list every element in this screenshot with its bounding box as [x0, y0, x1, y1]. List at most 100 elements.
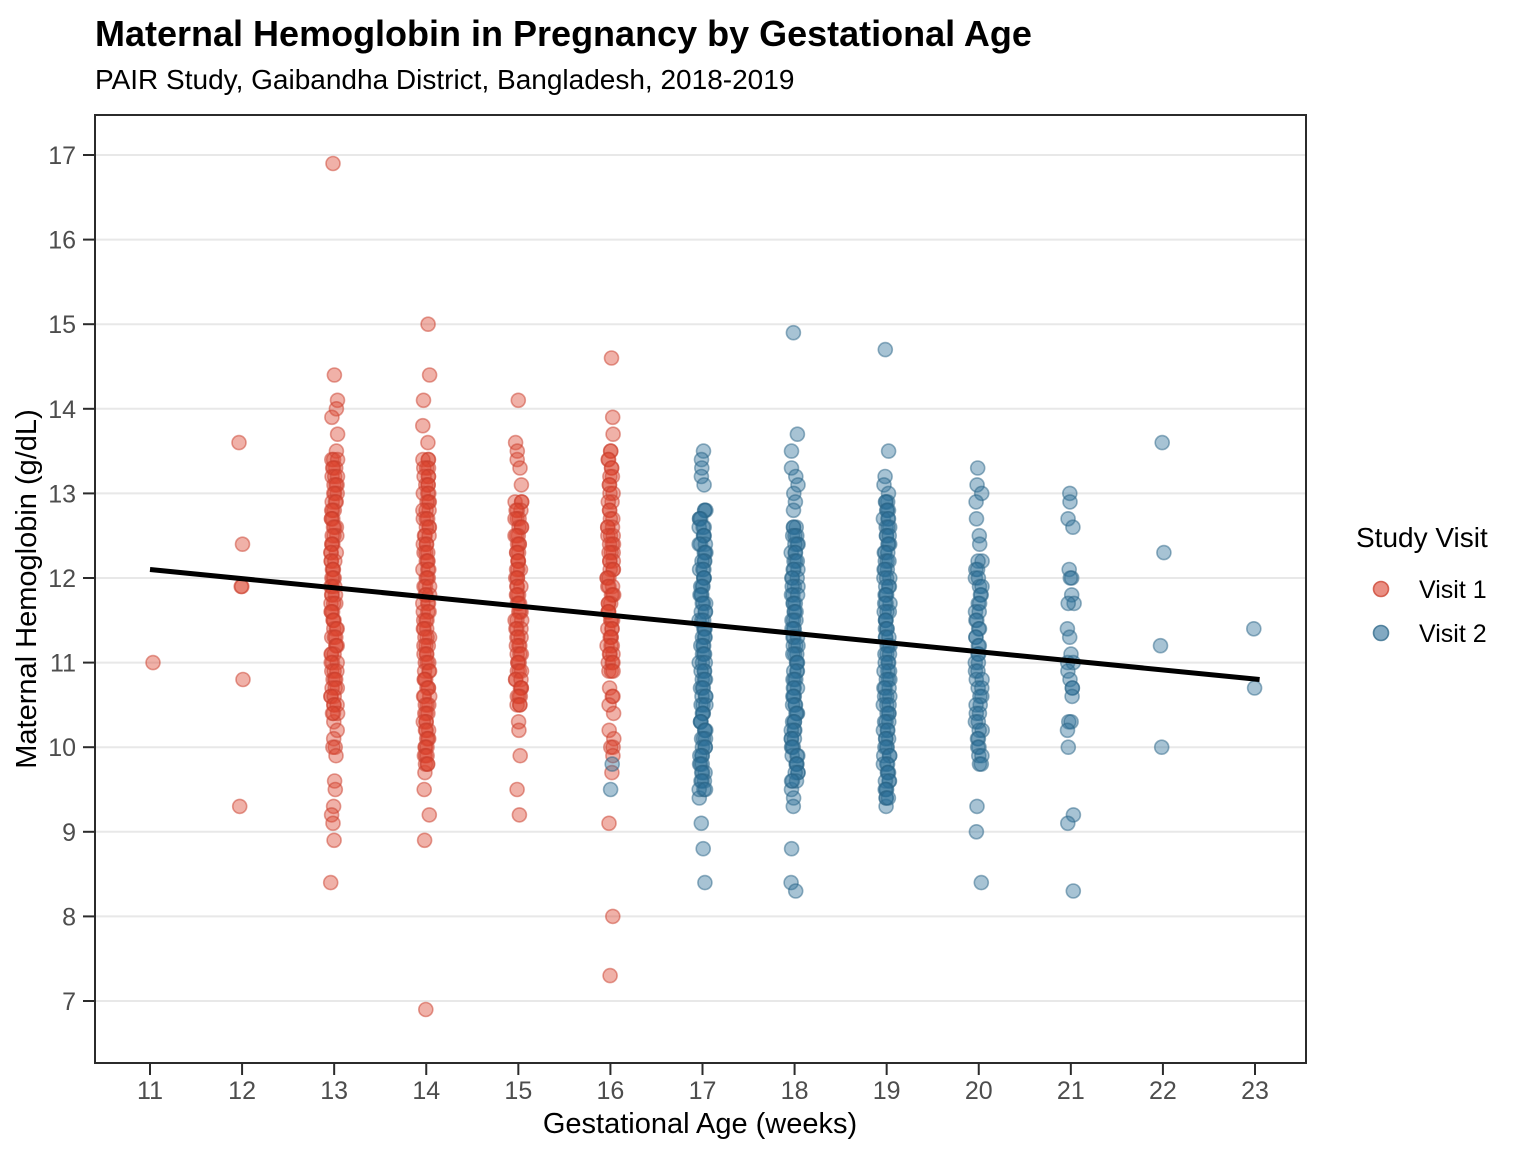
data-point-visit2	[1063, 713, 1079, 730]
x-tick-label: 14	[412, 1077, 440, 1105]
gridlines	[95, 154, 1306, 1002]
data-point-visit2	[789, 680, 806, 696]
data-point-visit1	[513, 620, 529, 637]
legend-label-visit2: Visit 2	[1419, 620, 1487, 648]
data-point-visit2	[968, 629, 984, 646]
data-point-visit1	[421, 663, 438, 679]
y-tick-label: 7	[62, 988, 76, 1016]
data-point-visit1	[512, 747, 529, 764]
legend-key-visit1-icon	[1372, 580, 1390, 598]
data-point-visit2	[785, 502, 802, 519]
data-point-visit1	[605, 426, 621, 443]
x-tick-label: 20	[965, 1077, 993, 1105]
y-tick-label: 15	[48, 311, 76, 339]
data-point-visit1	[513, 477, 530, 493]
data-point-visit2	[697, 739, 714, 756]
regression-line	[149, 567, 1260, 683]
data-point-visit1	[421, 527, 437, 544]
data-point-visit2	[1060, 510, 1076, 527]
data-point-visit2	[697, 874, 713, 891]
data-point-visit2	[693, 451, 710, 468]
trend-line	[149, 567, 1260, 683]
data-point-visit1	[234, 536, 251, 553]
data-point-visit2	[784, 646, 801, 662]
data-point-visit1	[414, 417, 431, 434]
data-point-visit1	[604, 409, 621, 426]
data-point-visit2	[783, 443, 800, 459]
data-point-visit1	[324, 705, 341, 722]
data-point-visit2	[881, 773, 897, 789]
data-point-visit1	[322, 874, 339, 891]
data-point-visit1	[419, 756, 436, 772]
data-point-visit1	[421, 578, 438, 595]
data-point-visit2	[1246, 680, 1263, 696]
data-point-visit2	[1060, 815, 1076, 832]
data-point-visit2	[784, 747, 801, 764]
data-point-visit2	[1154, 434, 1170, 451]
x-tick-label: 15	[504, 1077, 532, 1105]
data-point-visit2	[973, 756, 990, 772]
data-point-visit2	[783, 722, 800, 739]
data-point-visit2	[880, 443, 897, 459]
data-point-visit2	[876, 477, 892, 493]
data-point-visit2	[973, 485, 990, 502]
data-point-visit1	[415, 392, 432, 409]
data-point-visit1	[328, 747, 344, 764]
data-point-visit2	[1246, 620, 1262, 637]
chart-title: Maternal Hemoglobin in Pregnancy by Gest…	[95, 13, 1032, 54]
data-point-visit2	[693, 815, 710, 832]
data-point-visit2	[785, 324, 802, 341]
x-tick-label: 22	[1149, 1077, 1177, 1105]
data-point-visit2	[1152, 637, 1169, 654]
data-point-visit2	[692, 713, 709, 730]
data-point-visit2	[973, 874, 990, 891]
x-axis-title: Gestational Age (weeks)	[543, 1108, 857, 1140]
data-point-visit1	[512, 697, 528, 713]
legend: Study Visit Visit 1 Visit 2	[1356, 522, 1488, 648]
data-point-visit2	[1059, 722, 1076, 739]
data-point-visit1	[328, 400, 345, 417]
data-point-visit1	[507, 671, 524, 688]
data-point-visit1	[419, 680, 435, 696]
data-point-visit1	[329, 426, 346, 443]
data-point-visit1	[602, 967, 618, 984]
data-point-visit2	[968, 494, 984, 510]
data-point-visit2	[1060, 739, 1077, 756]
data-point-visit2	[1065, 807, 1082, 823]
data-point-visit1	[416, 832, 433, 849]
data-point-visit2	[602, 781, 619, 798]
data-point-visit2	[968, 612, 984, 629]
data-point-visit1	[605, 705, 622, 722]
data-point-visit1	[231, 434, 247, 451]
data-point-visit2	[875, 747, 892, 764]
data-point-visit1	[415, 485, 432, 502]
y-axis: 7 8 9 10 11 12 13 14 15 16 17	[48, 142, 95, 1016]
data-point-visit1	[601, 722, 618, 739]
y-tick-label: 13	[48, 480, 76, 508]
data-point-visit1	[325, 815, 341, 832]
y-tick-label: 16	[48, 227, 76, 255]
data-point-visit2	[971, 620, 988, 637]
y-axis-title: Maternal Hemoglobin (g/dL)	[11, 409, 43, 768]
x-tick-label: 11	[137, 1077, 163, 1105]
y-tick-label: 12	[48, 565, 76, 593]
data-points	[145, 155, 1263, 1018]
data-point-visit2	[783, 874, 799, 891]
data-point-visit1	[418, 510, 435, 527]
data-point-visit1	[510, 392, 527, 409]
data-point-visit1	[417, 1001, 434, 1018]
data-point-visit2	[696, 477, 712, 493]
data-point-visit1	[509, 443, 526, 459]
legend-title: Study Visit	[1356, 522, 1488, 553]
data-point-visit1	[416, 671, 433, 688]
data-point-visit2	[784, 739, 801, 756]
data-point-visit1	[512, 460, 528, 476]
data-point-visit1	[327, 781, 344, 798]
chart-subtitle: PAIR Study, Gaibandha District, Banglade…	[95, 64, 794, 95]
data-point-visit1	[329, 705, 346, 722]
data-point-visit2	[697, 781, 714, 798]
x-tick-label: 23	[1241, 1077, 1269, 1105]
y-tick-label: 8	[62, 903, 76, 931]
